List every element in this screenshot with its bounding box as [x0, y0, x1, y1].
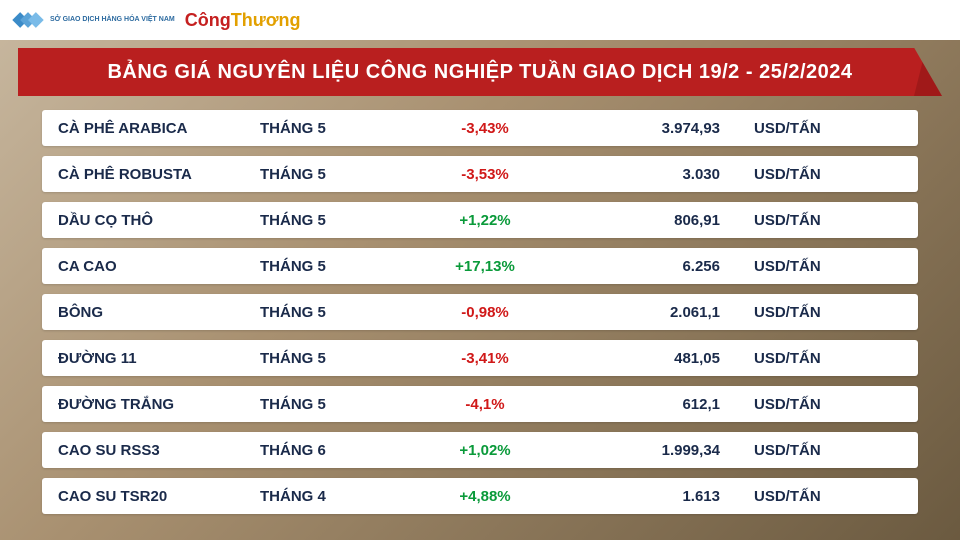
price-value: 481,05 [560, 350, 750, 367]
price-unit: USD/TẤN [750, 120, 918, 137]
table-row: CA CAO THÁNG 5 +17,13% 6.256 USD/TẤN [42, 248, 918, 284]
pct-change: +4,88% [410, 488, 560, 505]
table-row: ĐƯỜNG TRẮNG THÁNG 5 -4,1% 612,1 USD/TẤN [42, 386, 918, 422]
commodity-name: CÀ PHÊ ROBUSTA [42, 166, 260, 183]
pct-change: +17,13% [410, 258, 560, 275]
contract-month: THÁNG 5 [260, 212, 410, 229]
commodity-name: BÔNG [42, 304, 260, 321]
price-unit: USD/TẤN [750, 350, 918, 367]
table-row: CAO SU TSR20 THÁNG 4 +4,88% 1.613 USD/TẤ… [42, 478, 918, 514]
commodity-name: CÀ PHÊ ARABICA [42, 120, 260, 137]
contract-month: THÁNG 5 [260, 258, 410, 275]
title-banner: BẢNG GIÁ NGUYÊN LIỆU CÔNG NGHIỆP TUẦN GI… [18, 48, 942, 96]
price-unit: USD/TẤN [750, 166, 918, 183]
price-table: CÀ PHÊ ARABICA THÁNG 5 -3,43% 3.974,93 U… [0, 110, 960, 514]
contract-month: THÁNG 6 [260, 442, 410, 459]
price-unit: USD/TẤN [750, 488, 918, 505]
commodity-name: ĐƯỜNG TRẮNG [42, 396, 260, 413]
price-value: 6.256 [560, 258, 750, 275]
logo-mxv: SỞ GIAO DỊCH HÀNG HÓA VIỆT NAM [12, 9, 175, 31]
pct-change: -3,43% [410, 120, 560, 137]
pct-change: +1,22% [410, 212, 560, 229]
logo-congthuong: CôngThương [185, 10, 301, 31]
commodity-name: DẦU CỌ THÔ [42, 212, 260, 229]
price-unit: USD/TẤN [750, 396, 918, 413]
price-value: 1.613 [560, 488, 750, 505]
page-title: BẢNG GIÁ NGUYÊN LIỆU CÔNG NGHIỆP TUẦN GI… [18, 48, 942, 96]
price-value: 1.999,34 [560, 442, 750, 459]
contract-month: THÁNG 5 [260, 120, 410, 137]
pct-change: +1,02% [410, 442, 560, 459]
price-value: 3.974,93 [560, 120, 750, 137]
mxv-icon [12, 9, 44, 31]
price-value: 612,1 [560, 396, 750, 413]
contract-month: THÁNG 5 [260, 166, 410, 183]
pct-change: -4,1% [410, 396, 560, 413]
table-row: CAO SU RSS3 THÁNG 6 +1,02% 1.999,34 USD/… [42, 432, 918, 468]
table-row: CÀ PHÊ ARABICA THÁNG 5 -3,43% 3.974,93 U… [42, 110, 918, 146]
price-value: 2.061,1 [560, 304, 750, 321]
commodity-name: CA CAO [42, 258, 260, 275]
table-row: BÔNG THÁNG 5 -0,98% 2.061,1 USD/TẤN [42, 294, 918, 330]
price-value: 806,91 [560, 212, 750, 229]
contract-month: THÁNG 5 [260, 350, 410, 367]
price-unit: USD/TẤN [750, 304, 918, 321]
price-unit: USD/TẤN [750, 258, 918, 275]
logo-ct-red: Công [185, 10, 231, 30]
header-bar: SỞ GIAO DỊCH HÀNG HÓA VIỆT NAM CôngThươn… [0, 0, 960, 40]
pct-change: -3,41% [410, 350, 560, 367]
contract-month: THÁNG 5 [260, 396, 410, 413]
commodity-name: CAO SU TSR20 [42, 488, 260, 505]
table-row: ĐƯỜNG 11 THÁNG 5 -3,41% 481,05 USD/TẤN [42, 340, 918, 376]
commodity-name: CAO SU RSS3 [42, 442, 260, 459]
price-unit: USD/TẤN [750, 442, 918, 459]
pct-change: -0,98% [410, 304, 560, 321]
table-row: CÀ PHÊ ROBUSTA THÁNG 5 -3,53% 3.030 USD/… [42, 156, 918, 192]
mxv-label: SỞ GIAO DỊCH HÀNG HÓA VIỆT NAM [50, 16, 175, 24]
logo-ct-yellow: Thương [231, 10, 301, 30]
contract-month: THÁNG 5 [260, 304, 410, 321]
table-row: DẦU CỌ THÔ THÁNG 5 +1,22% 806,91 USD/TẤN [42, 202, 918, 238]
price-value: 3.030 [560, 166, 750, 183]
pct-change: -3,53% [410, 166, 560, 183]
price-unit: USD/TẤN [750, 212, 918, 229]
contract-month: THÁNG 4 [260, 488, 410, 505]
commodity-name: ĐƯỜNG 11 [42, 350, 260, 367]
